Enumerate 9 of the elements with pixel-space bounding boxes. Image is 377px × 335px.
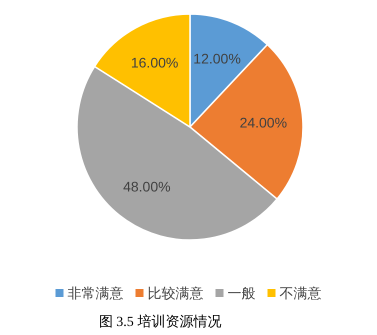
caption: 图 3.5 培训资源情况 [98,314,222,330]
data-label: 48.00% [123,178,171,194]
legend-label: 一般 [228,285,256,301]
legend-label: 比较满意 [148,285,204,301]
legend-label: 非常满意 [68,285,124,301]
data-label: 24.00% [240,114,288,130]
data-label: 12.00% [193,50,241,67]
data-label: 16.00% [130,54,178,71]
legend-label: 不满意 [280,285,322,301]
